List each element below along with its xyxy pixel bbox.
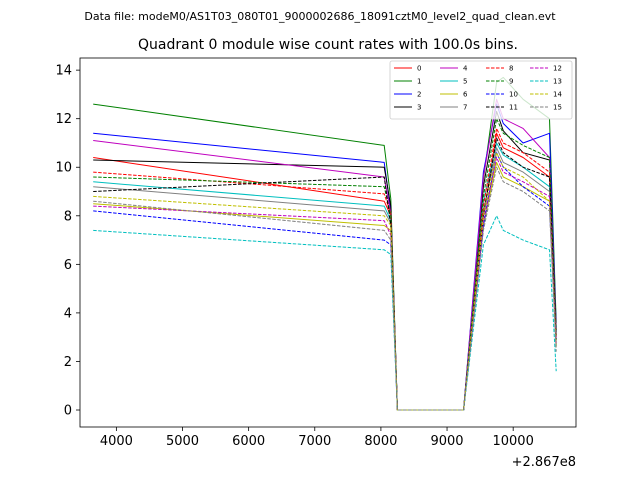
series-line-11 <box>93 137 557 411</box>
legend-label-3: 3 <box>417 104 421 112</box>
y-axis: 0 2 4 6 8 10 12 14 <box>55 64 80 419</box>
legend-label-12: 12 <box>553 65 562 73</box>
series-line-13 <box>93 215 557 411</box>
y-tick-label: 10 <box>55 161 72 176</box>
chart-title: Quadrant 0 module wise count rates with … <box>138 37 518 53</box>
legend-label-14: 14 <box>553 91 562 99</box>
legend-label-5: 5 <box>463 78 467 86</box>
x-axis: 4000 5000 6000 7000 8000 9000 10000 <box>100 427 534 449</box>
legend-label-7: 7 <box>463 104 467 112</box>
legend-label-15: 15 <box>553 104 562 112</box>
x-tick-label: 7000 <box>298 434 331 449</box>
legend-label-2: 2 <box>417 91 421 99</box>
x-tick-label: 6000 <box>232 434 265 449</box>
x-tick-label: 4000 <box>100 434 133 449</box>
legend-label-13: 13 <box>553 78 562 86</box>
x-offset-label: +2.867e8 <box>512 455 576 470</box>
legend-label-1: 1 <box>417 78 421 86</box>
legend-label-10: 10 <box>509 91 518 99</box>
y-tick-label: 6 <box>64 258 72 273</box>
legend-label-0: 0 <box>417 65 421 73</box>
legend-label-8: 8 <box>509 65 513 73</box>
y-tick-label: 14 <box>55 64 72 79</box>
figure-suptitle: Data file: modeM0/AS1T03_080T01_90000026… <box>84 10 556 23</box>
series-line-4 <box>93 98 557 411</box>
y-tick-label: 2 <box>64 355 72 370</box>
plot-area <box>79 57 577 428</box>
series-layer <box>93 76 557 411</box>
x-tick-label: 9000 <box>430 434 463 449</box>
series-line-3 <box>93 110 557 411</box>
x-tick-label: 5000 <box>166 434 199 449</box>
plot-frame <box>79 57 577 428</box>
y-tick-label: 4 <box>64 306 72 321</box>
legend-label-11: 11 <box>509 104 518 112</box>
x-tick-label: 8000 <box>364 434 397 449</box>
series-line-15 <box>93 166 557 411</box>
legend-label-6: 6 <box>463 91 468 99</box>
series-line-12 <box>93 157 557 411</box>
y-tick-label: 8 <box>64 209 72 224</box>
series-line-10 <box>93 152 557 411</box>
y-tick-label: 12 <box>55 112 72 127</box>
y-tick-label: 0 <box>64 404 72 419</box>
legend-label-4: 4 <box>463 65 468 73</box>
legend-label-9: 9 <box>509 78 513 86</box>
legend-frame <box>389 60 573 120</box>
x-tick-label: 10000 <box>492 434 533 449</box>
